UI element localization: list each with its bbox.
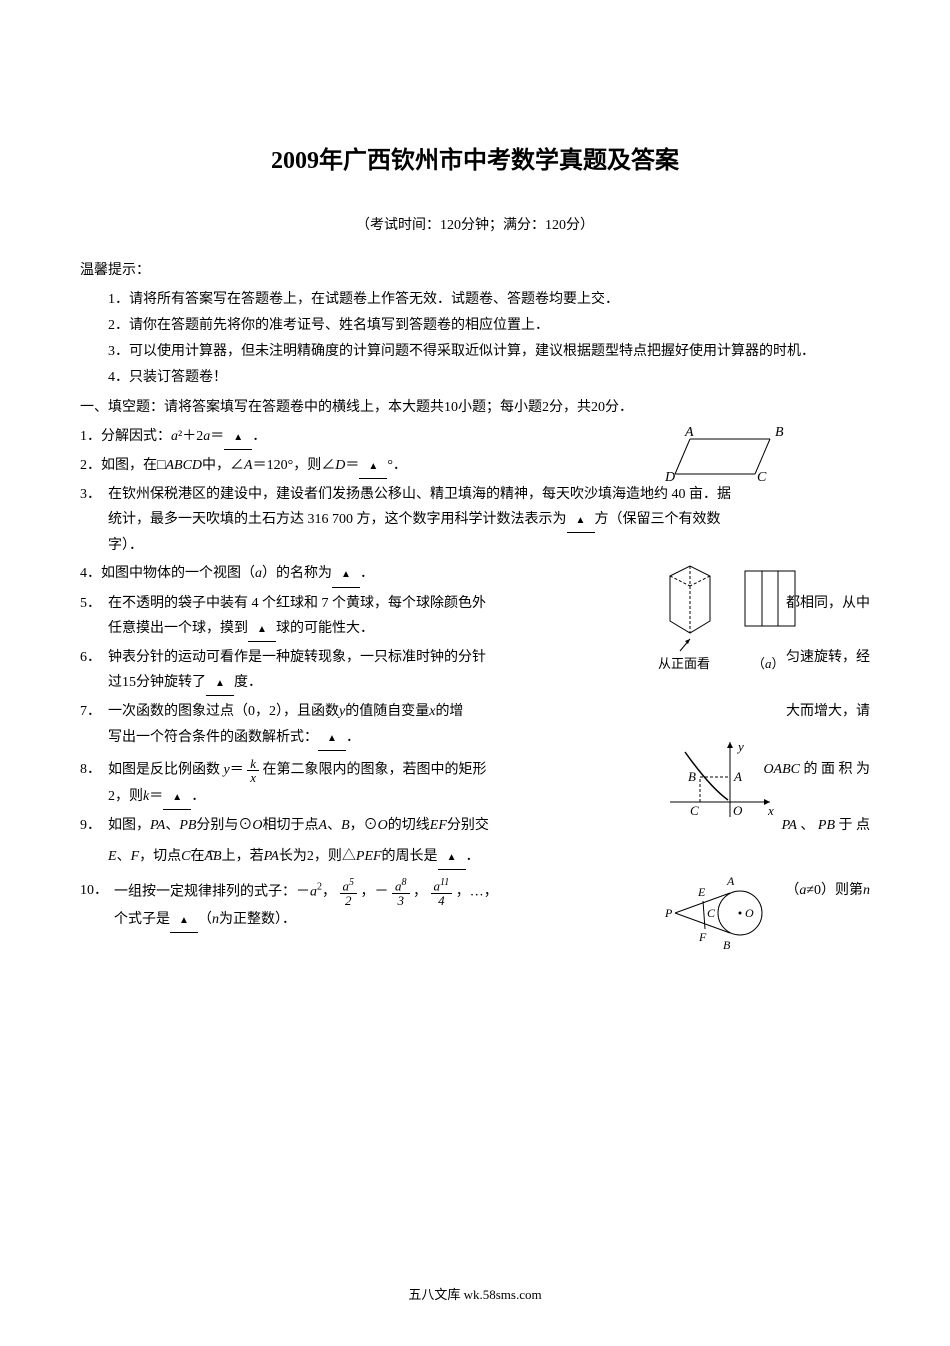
hyp-a: A [733,769,742,784]
tip-4: 4．只装订答题卷！ [108,365,870,390]
figure-prism: 从正面看 （a） [650,556,810,685]
footer: 五八文库 wk.58sms.com [80,1283,870,1306]
blank-q7 [318,725,346,751]
blank-q3 [567,507,595,533]
hyp-c: C [690,803,699,818]
tips-header: 温馨提示： [80,258,870,283]
blank-q8 [163,784,191,810]
hyp-y: y [736,739,744,754]
hyp-o: O [733,803,743,818]
prism-label-left: 从正面看 [658,656,710,671]
circ-a: A [726,874,735,888]
blank-q5 [248,616,276,642]
circ-f: F [698,930,707,944]
blank-q4 [332,561,360,587]
circ-p: P [665,906,673,920]
circ-c: C [707,906,716,920]
section-1-header: 一、填空题：请将答案填写在答题卷中的横线上，本大题共10小题；每小题2分，共20… [80,395,870,420]
tip-1: 1．请将所有答案写在答题卷上，在试题卷上作答无效．试题卷、答题卷均要上交． [108,287,870,312]
blank-q9 [438,844,466,870]
blank-q10 [170,907,198,933]
blank-q2 [359,453,387,479]
page-title: 2009年广西钦州市中考数学真题及答案 [80,140,870,183]
para-label-a: A [684,425,694,440]
figure-tangent-circle: A E P C O F B [665,871,785,965]
blank-q6 [206,670,234,696]
tip-3: 3．可以使用计算器，但未注明精确度的计算问题不得采取近似计算，建议根据题型特点把… [80,339,870,364]
figure-hyperbola: y x B A C O [660,737,780,836]
prism-label-right: （a） [752,656,785,671]
q3: 3． 在钦州保税港区的建设中，建设者们发扬愚公移山、精卫填海的精神，每天吹沙填海… [80,482,870,559]
circ-e: E [697,885,706,899]
tip-2: 2．请你在答题前先将你的准考证号、姓名填写到答题卷的相应位置上． [108,313,870,338]
hyp-b: B [688,769,696,784]
circ-b: B [723,938,731,952]
blank-q1 [224,424,252,450]
para-label-b: B [775,425,784,440]
circ-o: O [745,906,754,920]
exam-info: （考试时间：120分钟；满分：120分） [80,213,870,238]
hyp-x: x [767,803,774,818]
